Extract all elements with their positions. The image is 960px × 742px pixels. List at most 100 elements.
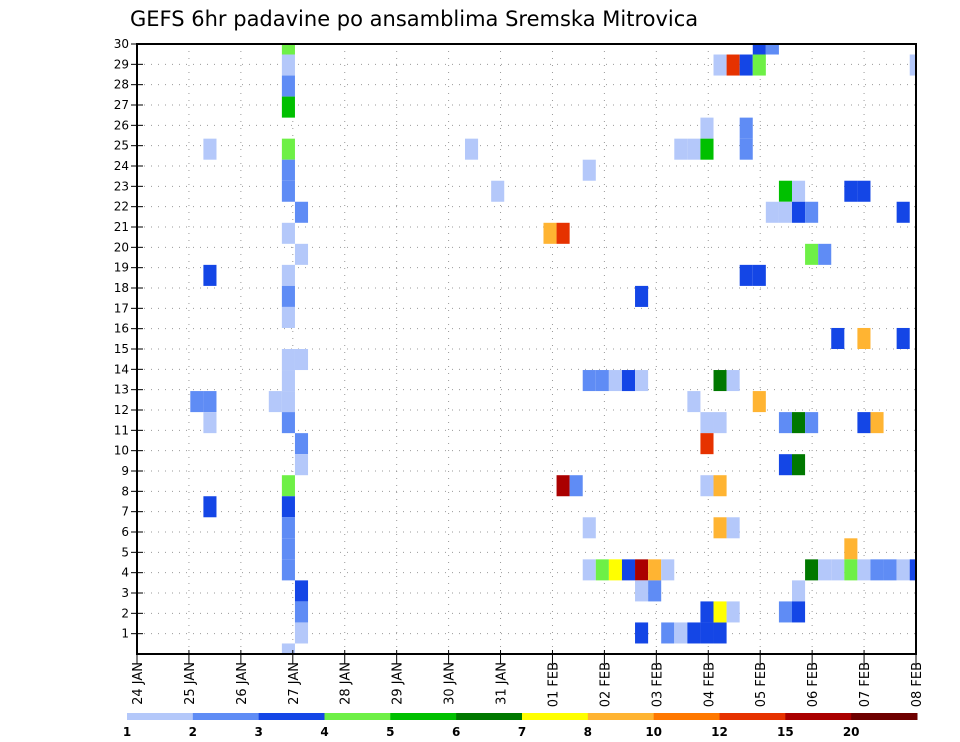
- heatmap-cell: [818, 243, 832, 265]
- heatmap-cell: [465, 138, 479, 160]
- heatmap-cell: [608, 370, 622, 392]
- heatmap-cell: [281, 44, 295, 55]
- y-tick-label: 2: [121, 606, 129, 620]
- y-tick-label: 14: [114, 362, 129, 376]
- x-tick-label: 24 JAN: [131, 662, 146, 705]
- heatmap-cell: [765, 44, 779, 55]
- heatmap-cell: [909, 54, 916, 76]
- y-tick-label: 6: [121, 525, 129, 539]
- heatmap-cell: [870, 559, 884, 581]
- heatmap-cell: [792, 454, 806, 476]
- legend-label: 7: [518, 725, 526, 739]
- heatmap-cell: [661, 622, 675, 644]
- heatmap-cell: [569, 475, 583, 497]
- cells: [190, 44, 916, 654]
- heatmap-cell: [713, 517, 727, 539]
- heatmap-cell: [281, 391, 295, 413]
- heatmap-cell: [556, 222, 570, 244]
- heatmap-cell: [294, 201, 309, 223]
- heatmap-cell: [281, 75, 295, 97]
- heatmap-cell: [203, 138, 217, 160]
- heatmap-cell: [739, 117, 753, 139]
- y-tick-label: 17: [114, 301, 129, 315]
- y-tick-label: 18: [114, 281, 129, 295]
- heatmap-cell: [635, 622, 649, 644]
- heatmap-cell: [674, 138, 688, 160]
- heatmap-cell: [281, 285, 295, 307]
- heatmap-cell: [281, 54, 295, 76]
- heatmap-cell: [281, 306, 295, 328]
- heatmap-cell: [896, 559, 910, 581]
- heatmap-cell: [281, 475, 295, 497]
- heatmap-cell: [674, 622, 688, 644]
- y-tick-label: 15: [114, 342, 129, 356]
- heatmap-cell: [844, 180, 858, 202]
- heatmap-cell: [739, 54, 753, 76]
- y-tick-label: 21: [114, 220, 129, 234]
- heatmap-cell: [778, 454, 792, 476]
- y-tick-label: 5: [121, 545, 129, 559]
- heatmap-cell: [792, 601, 806, 623]
- heatmap-cell: [700, 433, 714, 455]
- heatmap-cell: [294, 580, 309, 602]
- legend-label: 1: [123, 725, 131, 739]
- heatmap-cell: [648, 580, 662, 602]
- heatmap-cell: [595, 559, 609, 581]
- heatmap-cell: [203, 391, 217, 413]
- y-tick-label: 25: [114, 139, 129, 153]
- heatmap-cell: [844, 538, 858, 560]
- heatmap-cell: [294, 243, 309, 265]
- heatmap-cell: [635, 559, 649, 581]
- heatmap-cell: [281, 138, 295, 160]
- y-tick-label: 20: [114, 240, 129, 254]
- heatmap-cell: [792, 580, 806, 602]
- heatmap-cell: [792, 412, 806, 434]
- heatmap-cell: [281, 96, 295, 118]
- legend-swatch: [324, 713, 391, 720]
- y-tick-label: 4: [121, 566, 129, 580]
- heatmap-cell: [582, 559, 596, 581]
- heatmap-cell: [726, 54, 740, 76]
- y-tick-label: 28: [114, 78, 129, 92]
- legend-label: 8: [584, 725, 592, 739]
- x-tick-label: 08 FEB: [910, 662, 925, 707]
- legend-swatch: [258, 713, 325, 720]
- legend-swatch: [785, 713, 852, 720]
- heatmap-cell: [661, 559, 675, 581]
- x-tick-label: 30 JAN: [443, 662, 458, 705]
- x-tick-label: 07 FEB: [858, 662, 873, 707]
- heatmap-cell: [857, 180, 871, 202]
- heatmap-cell: [713, 622, 727, 644]
- y-tick-label: 22: [114, 200, 129, 214]
- heatmap-cell: [595, 370, 609, 392]
- y-tick-label: 12: [114, 403, 129, 417]
- y-tick-label: 10: [114, 444, 129, 458]
- y-tick-label: 3: [121, 586, 129, 600]
- y-tick-label: 30: [114, 37, 129, 51]
- legend-label: 15: [777, 725, 794, 739]
- heatmap-cell: [294, 622, 309, 644]
- heatmap-cell: [281, 538, 295, 560]
- y-tick-label: 26: [114, 118, 129, 132]
- legend-swatch: [127, 713, 194, 720]
- heatmap-cell: [281, 264, 295, 286]
- y-tick-label: 7: [121, 505, 129, 519]
- legend-label: 3: [254, 725, 262, 739]
- x-tick-label: 05 FEB: [754, 662, 769, 707]
- heatmap-cell: [700, 412, 714, 434]
- legend-swatch: [587, 713, 655, 720]
- heatmap-cell: [792, 201, 806, 223]
- heatmap-cell: [687, 622, 701, 644]
- heatmap-cell: [883, 559, 897, 581]
- heatmap-cell: [752, 264, 766, 286]
- x-tick-label: 03 FEB: [650, 662, 665, 707]
- heatmap-cell: [778, 201, 792, 223]
- legend-swatch: [390, 713, 457, 720]
- heatmap-cell: [713, 601, 727, 623]
- heatmap-cell: [726, 601, 740, 623]
- legend-swatch: [522, 713, 589, 720]
- heatmap-cell: [778, 601, 792, 623]
- y-tick-label: 13: [114, 383, 129, 397]
- heatmap-cell: [700, 622, 714, 644]
